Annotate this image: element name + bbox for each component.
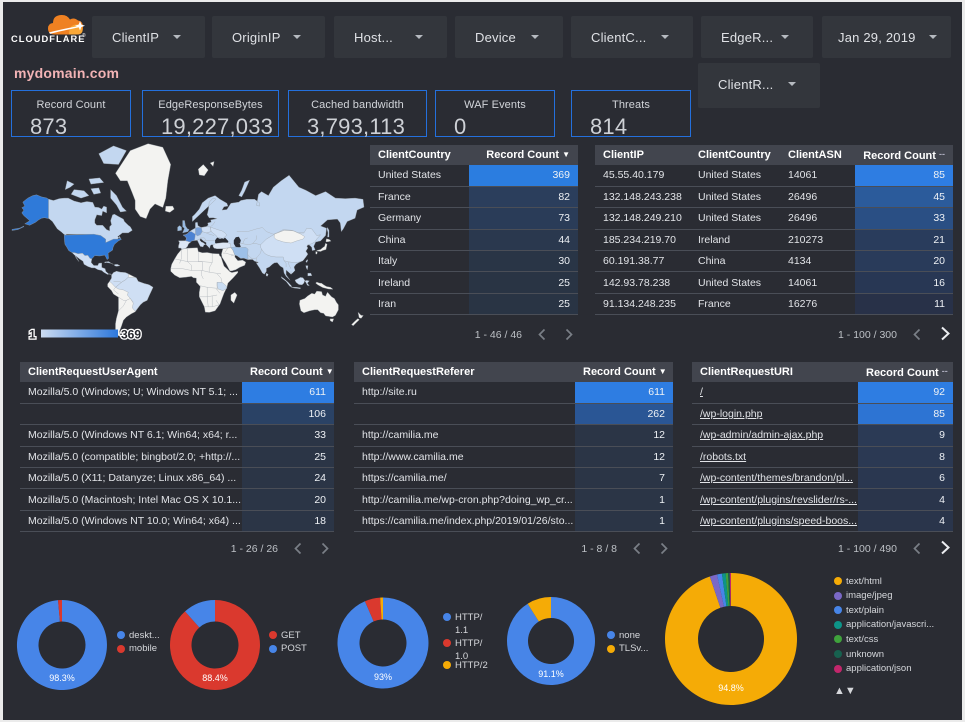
svg-text:®: ®	[82, 32, 86, 39]
svg-text:369: 369	[121, 328, 141, 342]
svg-text:CLOUDFLARE: CLOUDFLARE	[11, 34, 86, 44]
svg-text:1: 1	[29, 328, 36, 342]
